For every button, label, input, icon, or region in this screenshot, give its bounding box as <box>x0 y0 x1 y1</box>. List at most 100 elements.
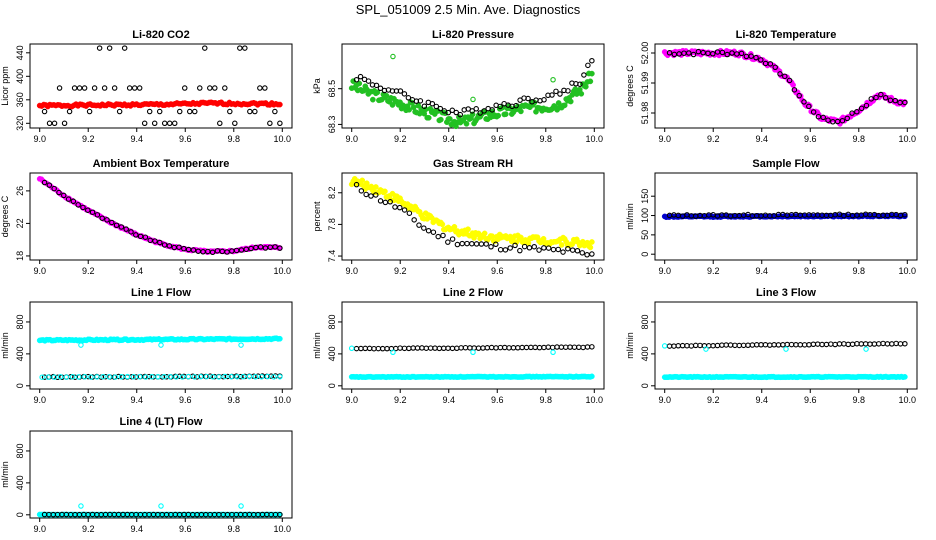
series-li-temp-open <box>666 48 908 125</box>
y-tick-label: 52.00 <box>640 42 650 65</box>
y-axis-label: degrees C <box>0 195 10 237</box>
data-point <box>397 204 403 211</box>
x-tick-label: 9.2 <box>707 395 720 405</box>
x-tick-label: 9.6 <box>179 524 192 534</box>
data-point <box>790 82 796 88</box>
y-tick-label: 26 <box>15 186 25 196</box>
data-point <box>353 345 360 352</box>
data-point <box>136 373 143 380</box>
data-point <box>56 189 62 196</box>
data-point <box>46 182 53 188</box>
data-point <box>440 345 447 352</box>
data-point <box>480 345 486 351</box>
panel-title: Li-820 Temperature <box>736 29 837 41</box>
data-point <box>262 85 268 91</box>
series-line3-outliers <box>661 343 869 352</box>
data-point <box>825 117 831 123</box>
data-point <box>414 345 421 351</box>
data-point <box>146 108 153 115</box>
data-point <box>475 345 482 351</box>
panel-rh: Gas Stream RH percent 9.0 9.2 9.4 9.6 9.8 10.0 7… <box>312 158 605 276</box>
data-point <box>112 374 119 380</box>
data-point <box>271 374 277 380</box>
data-point <box>85 207 91 213</box>
data-point <box>738 50 745 57</box>
x-tick-label: 9.0 <box>658 266 671 276</box>
data-point <box>512 242 518 249</box>
data-point <box>91 85 98 91</box>
data-point <box>902 99 908 106</box>
plot-frame <box>341 172 605 261</box>
x-tick-label: 9.8 <box>228 266 241 276</box>
data-point <box>382 199 389 206</box>
data-point <box>357 73 364 80</box>
data-point <box>525 95 531 102</box>
data-point <box>567 344 573 350</box>
y-tick-label: 51.99 <box>640 72 650 95</box>
data-point <box>576 344 582 351</box>
y-tick-label: 0 <box>327 383 337 388</box>
data-point <box>76 85 83 91</box>
y-tick-label: 150 <box>640 189 650 204</box>
data-point <box>541 245 547 251</box>
data-point <box>464 240 470 247</box>
data-point <box>430 229 437 235</box>
data-point <box>839 117 846 124</box>
data-point <box>109 219 115 226</box>
y-tick-label: 51.98 <box>640 102 650 125</box>
y-tick-label: 8.2 <box>327 187 337 200</box>
data-point <box>488 244 494 250</box>
series-rh-open <box>353 181 595 258</box>
data-point <box>810 341 817 348</box>
data-point <box>679 342 686 349</box>
data-point <box>425 114 432 121</box>
data-point <box>521 243 528 250</box>
data-point <box>484 345 491 351</box>
series-ambient-filled <box>36 176 283 256</box>
data-point <box>554 344 560 350</box>
data-point <box>210 374 216 380</box>
data-point <box>767 342 773 348</box>
panel-sample: Sample Flow ml/min 9.0 9.2 9.4 9.6 9.8 10.0 0 50 1… <box>625 158 918 276</box>
y-axis-label: degrees C <box>625 65 635 107</box>
data-point <box>858 341 865 347</box>
series-line3-cyan <box>661 373 908 381</box>
x-tick-label: 9.8 <box>228 524 241 534</box>
data-point <box>749 342 756 348</box>
y-tick-label: 400 <box>327 346 337 361</box>
data-point <box>740 342 747 349</box>
x-tick-label: 9.2 <box>394 134 407 144</box>
data-point <box>421 103 428 109</box>
x-tick-label: 9.2 <box>82 134 95 144</box>
y-tick-label: 0 <box>640 252 650 257</box>
data-point <box>118 224 125 230</box>
data-point <box>703 346 709 352</box>
data-point <box>373 192 379 198</box>
series-line1-outliers <box>78 342 244 348</box>
data-point <box>515 345 521 351</box>
panel-title: Line 3 Flow <box>756 287 816 299</box>
panel-title: Gas Stream RH <box>433 158 513 170</box>
plot-frame <box>29 172 293 261</box>
data-point <box>493 241 499 248</box>
data-point <box>589 239 595 245</box>
data-point <box>867 341 873 347</box>
data-point <box>94 374 100 380</box>
x-tick-label: 9.6 <box>179 266 192 276</box>
data-point <box>96 45 103 51</box>
series-ambient-open <box>41 179 283 256</box>
data-point <box>467 345 473 351</box>
data-point <box>65 196 72 202</box>
series-line2-outliers <box>348 345 556 356</box>
data-point <box>368 193 374 199</box>
data-point <box>78 503 84 509</box>
data-point <box>419 345 425 351</box>
data-point <box>248 245 254 252</box>
data-point <box>471 345 477 351</box>
data-point <box>858 105 865 112</box>
data-point <box>489 107 495 113</box>
data-point <box>358 188 365 194</box>
y-tick-label: 800 <box>15 443 25 458</box>
plot-frame <box>654 301 918 390</box>
